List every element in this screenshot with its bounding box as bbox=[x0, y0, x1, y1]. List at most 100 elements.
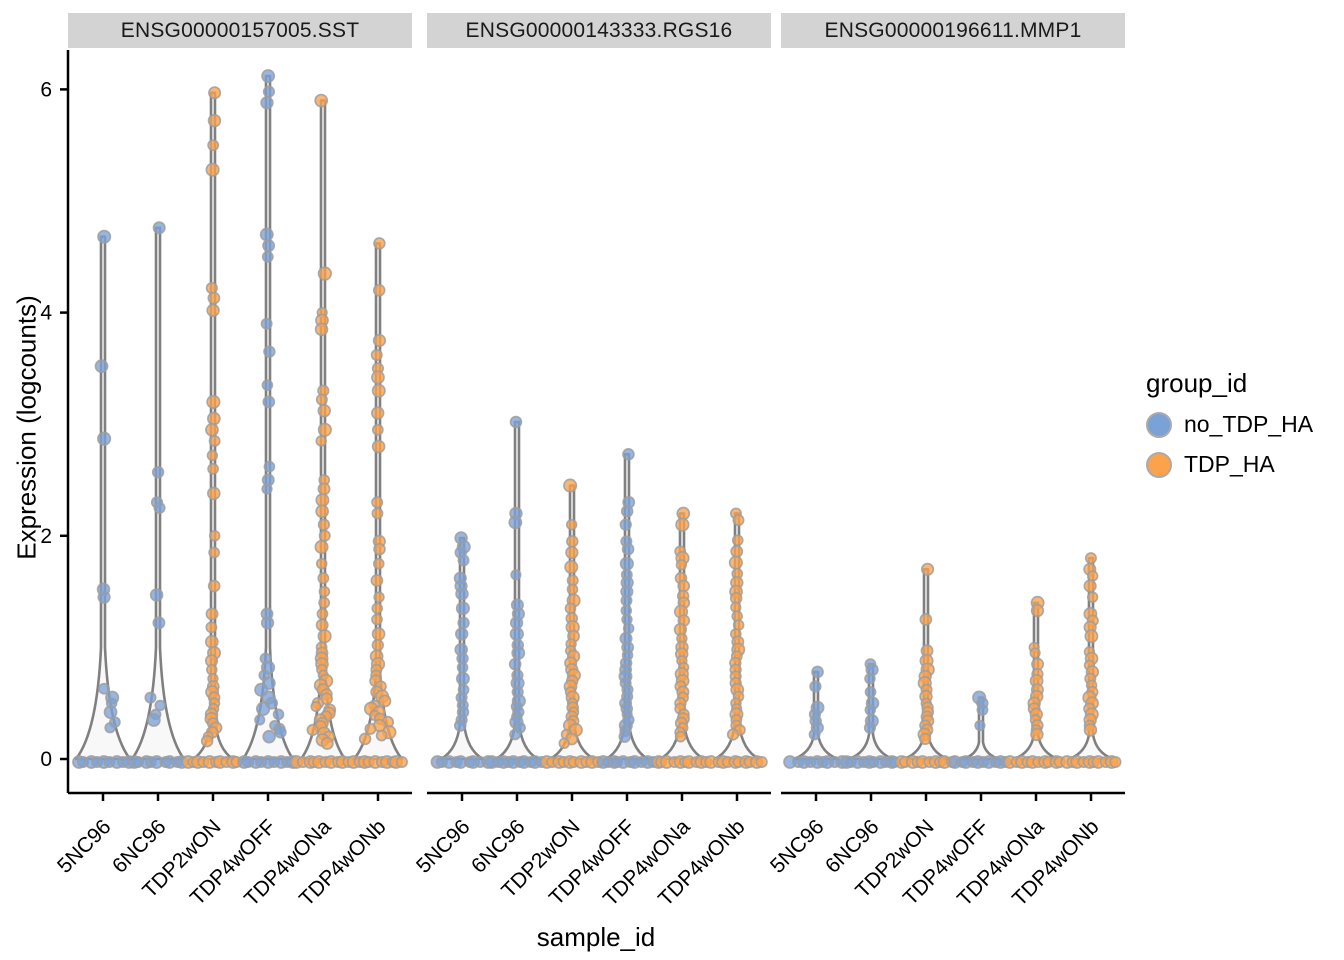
data-point bbox=[455, 601, 470, 616]
data-point bbox=[1087, 570, 1099, 582]
legend-title: group_id bbox=[1146, 368, 1248, 398]
data-point bbox=[272, 708, 285, 721]
data-point bbox=[510, 569, 522, 581]
legend-entry-no-tdp-ha: no_TDP_HA bbox=[1146, 411, 1313, 438]
data-point bbox=[371, 406, 385, 420]
legend-entry-label: TDP_HA bbox=[1184, 451, 1275, 477]
data-point bbox=[373, 542, 386, 556]
data-point bbox=[318, 529, 331, 542]
data-point bbox=[371, 383, 386, 398]
data-point bbox=[728, 555, 743, 570]
data-point bbox=[98, 682, 110, 695]
data-point bbox=[261, 250, 274, 263]
data-point bbox=[263, 460, 276, 473]
data-point bbox=[976, 703, 989, 716]
data-point bbox=[315, 493, 330, 508]
data-point bbox=[1083, 579, 1097, 593]
data-point bbox=[864, 704, 877, 716]
data-point bbox=[731, 534, 744, 547]
data-point bbox=[1030, 727, 1044, 742]
data-point bbox=[314, 322, 329, 337]
data-point bbox=[372, 333, 387, 348]
data-point bbox=[207, 486, 221, 501]
data-point bbox=[375, 729, 388, 742]
data-point bbox=[315, 504, 330, 519]
data-point bbox=[315, 618, 329, 632]
data-point bbox=[1084, 552, 1097, 565]
legend-entry-tdp-ha: TDP_HA bbox=[1146, 451, 1313, 478]
data-point bbox=[509, 626, 524, 642]
data-point bbox=[314, 93, 329, 108]
data-point bbox=[208, 86, 222, 100]
data-point bbox=[206, 303, 220, 318]
data-point bbox=[864, 672, 876, 685]
data-point bbox=[317, 404, 331, 418]
data-point bbox=[919, 732, 932, 746]
data-point bbox=[509, 728, 521, 741]
data-point bbox=[255, 701, 271, 716]
zero-point bbox=[395, 755, 408, 769]
data-point bbox=[207, 113, 222, 128]
data-point bbox=[371, 496, 384, 509]
data-point bbox=[620, 594, 633, 607]
facet-strip-sst: ENSG00000157005.SST bbox=[68, 13, 412, 48]
data-point bbox=[274, 725, 287, 739]
data-point bbox=[674, 730, 687, 743]
data-point bbox=[318, 596, 331, 609]
data-point bbox=[370, 349, 383, 362]
data-point bbox=[205, 162, 220, 177]
data-point bbox=[153, 501, 166, 514]
data-point bbox=[152, 616, 166, 630]
data-point bbox=[260, 616, 275, 630]
data-point bbox=[254, 714, 266, 726]
data-point bbox=[208, 546, 220, 559]
data-point bbox=[808, 728, 821, 741]
data-point bbox=[262, 395, 276, 409]
data-point bbox=[622, 622, 635, 635]
y-axis-title: Expression (logcounts) bbox=[11, 295, 42, 560]
data-point bbox=[372, 284, 386, 297]
data-point bbox=[373, 557, 385, 570]
data-point bbox=[677, 579, 691, 593]
data-point bbox=[675, 517, 690, 532]
violin-6NC96 bbox=[130, 226, 186, 761]
data-point bbox=[732, 514, 745, 527]
data-point bbox=[207, 411, 221, 426]
data-point bbox=[620, 504, 634, 518]
data-point bbox=[621, 542, 635, 556]
data-point bbox=[373, 591, 385, 603]
data-point bbox=[457, 554, 470, 567]
data-point bbox=[371, 638, 384, 652]
data-point bbox=[317, 482, 331, 496]
data-point bbox=[371, 602, 383, 615]
data-point bbox=[315, 393, 328, 406]
data-point bbox=[726, 728, 740, 741]
data-point bbox=[566, 535, 579, 548]
data-point bbox=[97, 229, 112, 244]
data-point bbox=[152, 221, 166, 235]
x-axis-title: sample_id bbox=[536, 922, 656, 952]
data-point bbox=[564, 602, 577, 615]
data-point bbox=[1084, 629, 1099, 644]
data-point bbox=[317, 629, 332, 644]
data-point bbox=[509, 415, 523, 429]
data-point bbox=[456, 661, 469, 674]
data-point bbox=[1029, 647, 1041, 659]
data-point bbox=[260, 317, 273, 330]
data-point bbox=[1083, 723, 1098, 737]
data-point bbox=[811, 665, 824, 679]
data-point bbox=[260, 96, 274, 110]
data-point bbox=[149, 588, 164, 602]
data-point bbox=[730, 544, 744, 558]
data-point bbox=[863, 721, 877, 734]
data-point bbox=[103, 705, 118, 720]
y-tick-label: 6 bbox=[40, 78, 52, 101]
data-point bbox=[259, 227, 274, 242]
data-point bbox=[97, 590, 111, 604]
data-point bbox=[453, 719, 467, 732]
legend-entry-label: no_TDP_HA bbox=[1184, 411, 1314, 437]
legend-swatch-circle-orange bbox=[1146, 451, 1172, 478]
data-point bbox=[206, 394, 221, 409]
